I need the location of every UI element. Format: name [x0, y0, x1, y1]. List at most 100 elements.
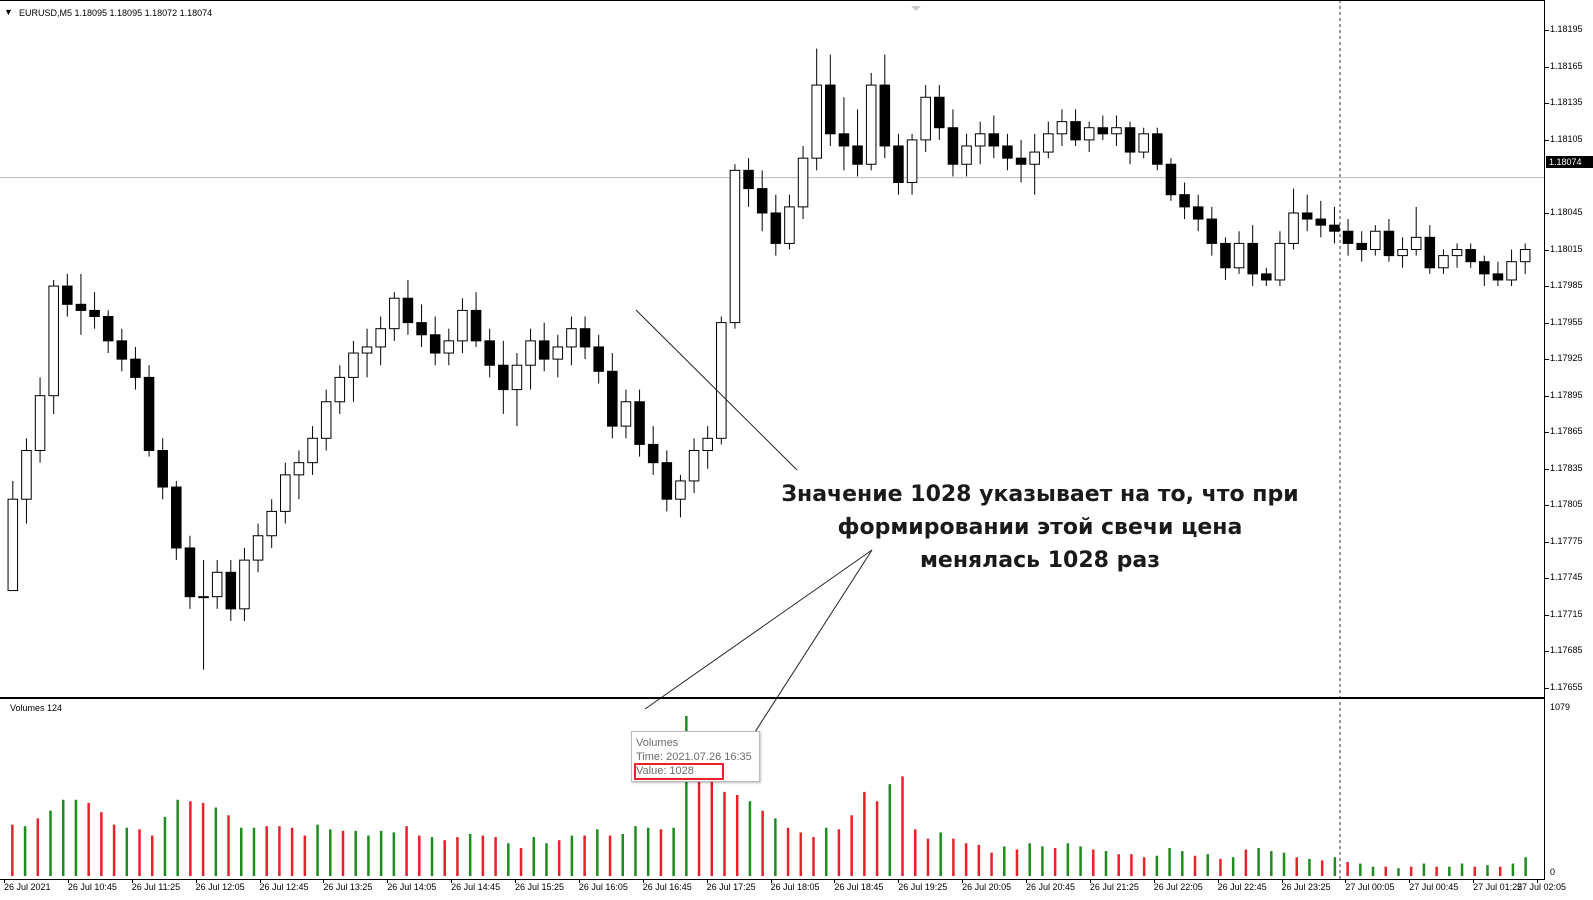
- pane-separator[interactable]: [0, 697, 1545, 699]
- candle-body: [538, 340, 550, 360]
- time-axis-label: 26 Jul 22:45: [1217, 882, 1267, 892]
- time-axis-tick: [1537, 880, 1538, 883]
- candle-body: [1356, 242, 1367, 251]
- price-axis-tick: [1545, 505, 1549, 507]
- candle: [184, 535, 196, 609]
- candle-body: [1015, 157, 1027, 165]
- time-axis-tick: [1026, 880, 1027, 883]
- candle: [143, 365, 155, 457]
- volume-bars-layer: [11, 715, 1527, 876]
- price-axis-tick: [1545, 578, 1549, 580]
- price-axis-label: 1.17895: [1550, 389, 1583, 400]
- candle: [1356, 231, 1367, 262]
- annotation-line-3: менялась 1028 раз: [919, 548, 1161, 573]
- candle: [716, 316, 727, 445]
- candle: [1519, 243, 1531, 274]
- candle-body: [634, 401, 645, 445]
- time-axis-tick: [1409, 880, 1411, 883]
- time-axis-label: 26 Jul 20:45: [1026, 882, 1076, 892]
- candle-body: [661, 462, 673, 500]
- candle: [211, 560, 223, 609]
- shift-marker-icon: [911, 6, 921, 11]
- candle-body: [1152, 133, 1163, 165]
- candle: [511, 353, 523, 427]
- time-axis-label: 27 Jul 01:25: [1473, 882, 1523, 892]
- time-axis-tick: [898, 880, 900, 883]
- candle: [1002, 133, 1013, 171]
- candle: [743, 158, 754, 207]
- candle-body: [1220, 242, 1231, 269]
- candle: [498, 340, 509, 414]
- time-axis-label: 26 Jul 11:25: [131, 882, 181, 892]
- candle-body: [1233, 242, 1245, 269]
- time-axis-label: 27 Jul 02:05: [1517, 882, 1567, 892]
- tooltip-name: Volumes: [636, 737, 679, 749]
- candle-body: [116, 340, 128, 360]
- candle-body: [143, 376, 155, 451]
- candle-body: [293, 462, 305, 476]
- main-chart-title: EURUSD,M5 1.18095 1.18095 1.18072 1.1807…: [19, 8, 213, 18]
- candle-body: [988, 133, 1000, 147]
- candle: [1342, 219, 1354, 256]
- candle: [1083, 121, 1095, 153]
- candle-body: [1438, 255, 1449, 269]
- tooltip-value: Value: 1028: [636, 765, 694, 777]
- annotation-line-1: Значение 1028 указывает на то, что при: [781, 482, 1299, 507]
- candle: [102, 310, 114, 354]
- price-axis-label: 1.17985: [1550, 280, 1583, 291]
- candle-body: [1274, 242, 1286, 281]
- symbol-menu-icon[interactable]: ▼: [4, 7, 13, 17]
- candle: [389, 292, 400, 341]
- time-axis-tick: [1345, 880, 1347, 883]
- candle: [1220, 237, 1231, 280]
- candle-body: [62, 285, 73, 305]
- candle: [402, 279, 414, 335]
- candle-body: [1315, 218, 1327, 226]
- candle-body: [7, 498, 19, 592]
- candle: [579, 316, 591, 360]
- time-axis-tick: [578, 880, 580, 883]
- candle: [7, 480, 19, 592]
- annotation-pointer-volume: [644, 549, 873, 710]
- time-axis-tick: [1153, 880, 1155, 883]
- candle-body: [511, 364, 523, 391]
- time-axis-label: 27 Jul 00:05: [1345, 882, 1395, 892]
- time-axis-tick: [451, 880, 453, 883]
- candle: [280, 462, 291, 524]
- candle-body: [389, 297, 400, 330]
- time-axis-tick: [770, 880, 772, 883]
- candle-body: [1329, 224, 1340, 232]
- candle: [1424, 225, 1436, 274]
- time-axis-label: 27 Jul 00:45: [1409, 882, 1459, 892]
- candle: [1247, 225, 1258, 287]
- candle: [48, 279, 59, 414]
- candle-body: [1206, 218, 1218, 244]
- candle-body: [1083, 127, 1095, 141]
- candle-body: [1111, 127, 1122, 135]
- candle-body: [1029, 151, 1040, 165]
- time-axis-tick: [642, 880, 644, 883]
- candle: [157, 438, 168, 500]
- candle-body: [157, 449, 168, 488]
- candle: [607, 353, 618, 439]
- candle-body: [743, 169, 754, 190]
- annotation-line-2: формировании этой свечи цена: [837, 515, 1243, 540]
- candle-body: [1043, 133, 1054, 153]
- candle: [1370, 225, 1381, 256]
- time-axis-label: 26 Jul 16:05: [578, 882, 628, 892]
- candle: [620, 389, 632, 439]
- candle: [702, 426, 713, 469]
- candle-body: [906, 139, 918, 184]
- candle-body: [784, 206, 795, 244]
- price-axis-tick: [1545, 432, 1549, 434]
- candle-body: [961, 145, 972, 165]
- candle: [634, 389, 645, 457]
- time-axis-tick: [195, 880, 197, 883]
- price-axis-tick: [1545, 651, 1549, 653]
- candle: [429, 316, 441, 366]
- price-axis-label: 1.17715: [1550, 608, 1583, 619]
- time-axis-tick: [1281, 880, 1283, 883]
- candle-body: [1465, 249, 1476, 263]
